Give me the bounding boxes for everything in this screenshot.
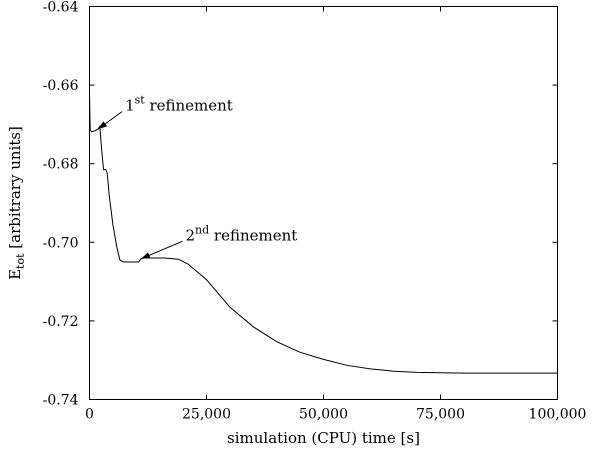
annotation-label-1: 1st refinement <box>125 94 233 115</box>
x-tick-label: 75,000 <box>416 407 465 423</box>
y-axis: -0.64 -0.66 -0.68 -0.70 -0.72 -0.74 <box>43 0 558 409</box>
annotation-ordinal: 2 <box>185 226 195 244</box>
annotation-text: refinement <box>145 97 233 115</box>
y-tick-label: -0.70 <box>43 235 79 251</box>
y-tick-label: -0.66 <box>43 78 79 94</box>
y-axis-title-suffix: [arbitrary units] <box>6 126 24 253</box>
y-tick-label: -0.74 <box>43 393 79 409</box>
y-axis-title: Etot [arbitrary units] <box>6 126 27 280</box>
annotation-arrowhead <box>97 121 108 130</box>
y-axis-title-subscript: tot <box>14 253 27 269</box>
x-tick-label: 25,000 <box>182 407 231 423</box>
y-tick-label: -0.64 <box>43 0 79 16</box>
x-tick-label: 100,000 <box>529 407 587 423</box>
y-tick-label: -0.72 <box>43 314 79 330</box>
annotation-label-2: 2nd refinement <box>185 223 297 244</box>
annotation-text: refinement <box>209 226 297 244</box>
y-axis-title-main: E <box>6 269 24 280</box>
annotation-ordinal-suffix: nd <box>195 223 209 236</box>
x-axis-title: simulation (CPU) time [s] <box>227 429 420 447</box>
annotation-arrowhead <box>140 252 151 259</box>
x-tick-label: 50,000 <box>299 407 348 423</box>
y-tick-label: -0.68 <box>43 157 79 173</box>
annotation-ordinal-suffix: st <box>135 94 146 107</box>
series-line <box>89 92 558 374</box>
annotation-ordinal: 1 <box>125 97 135 115</box>
x-tick-label: 0 <box>85 407 94 423</box>
x-axis: 0 25,000 50,000 75,000 100,000 <box>85 6 587 423</box>
plot-frame <box>89 6 558 400</box>
